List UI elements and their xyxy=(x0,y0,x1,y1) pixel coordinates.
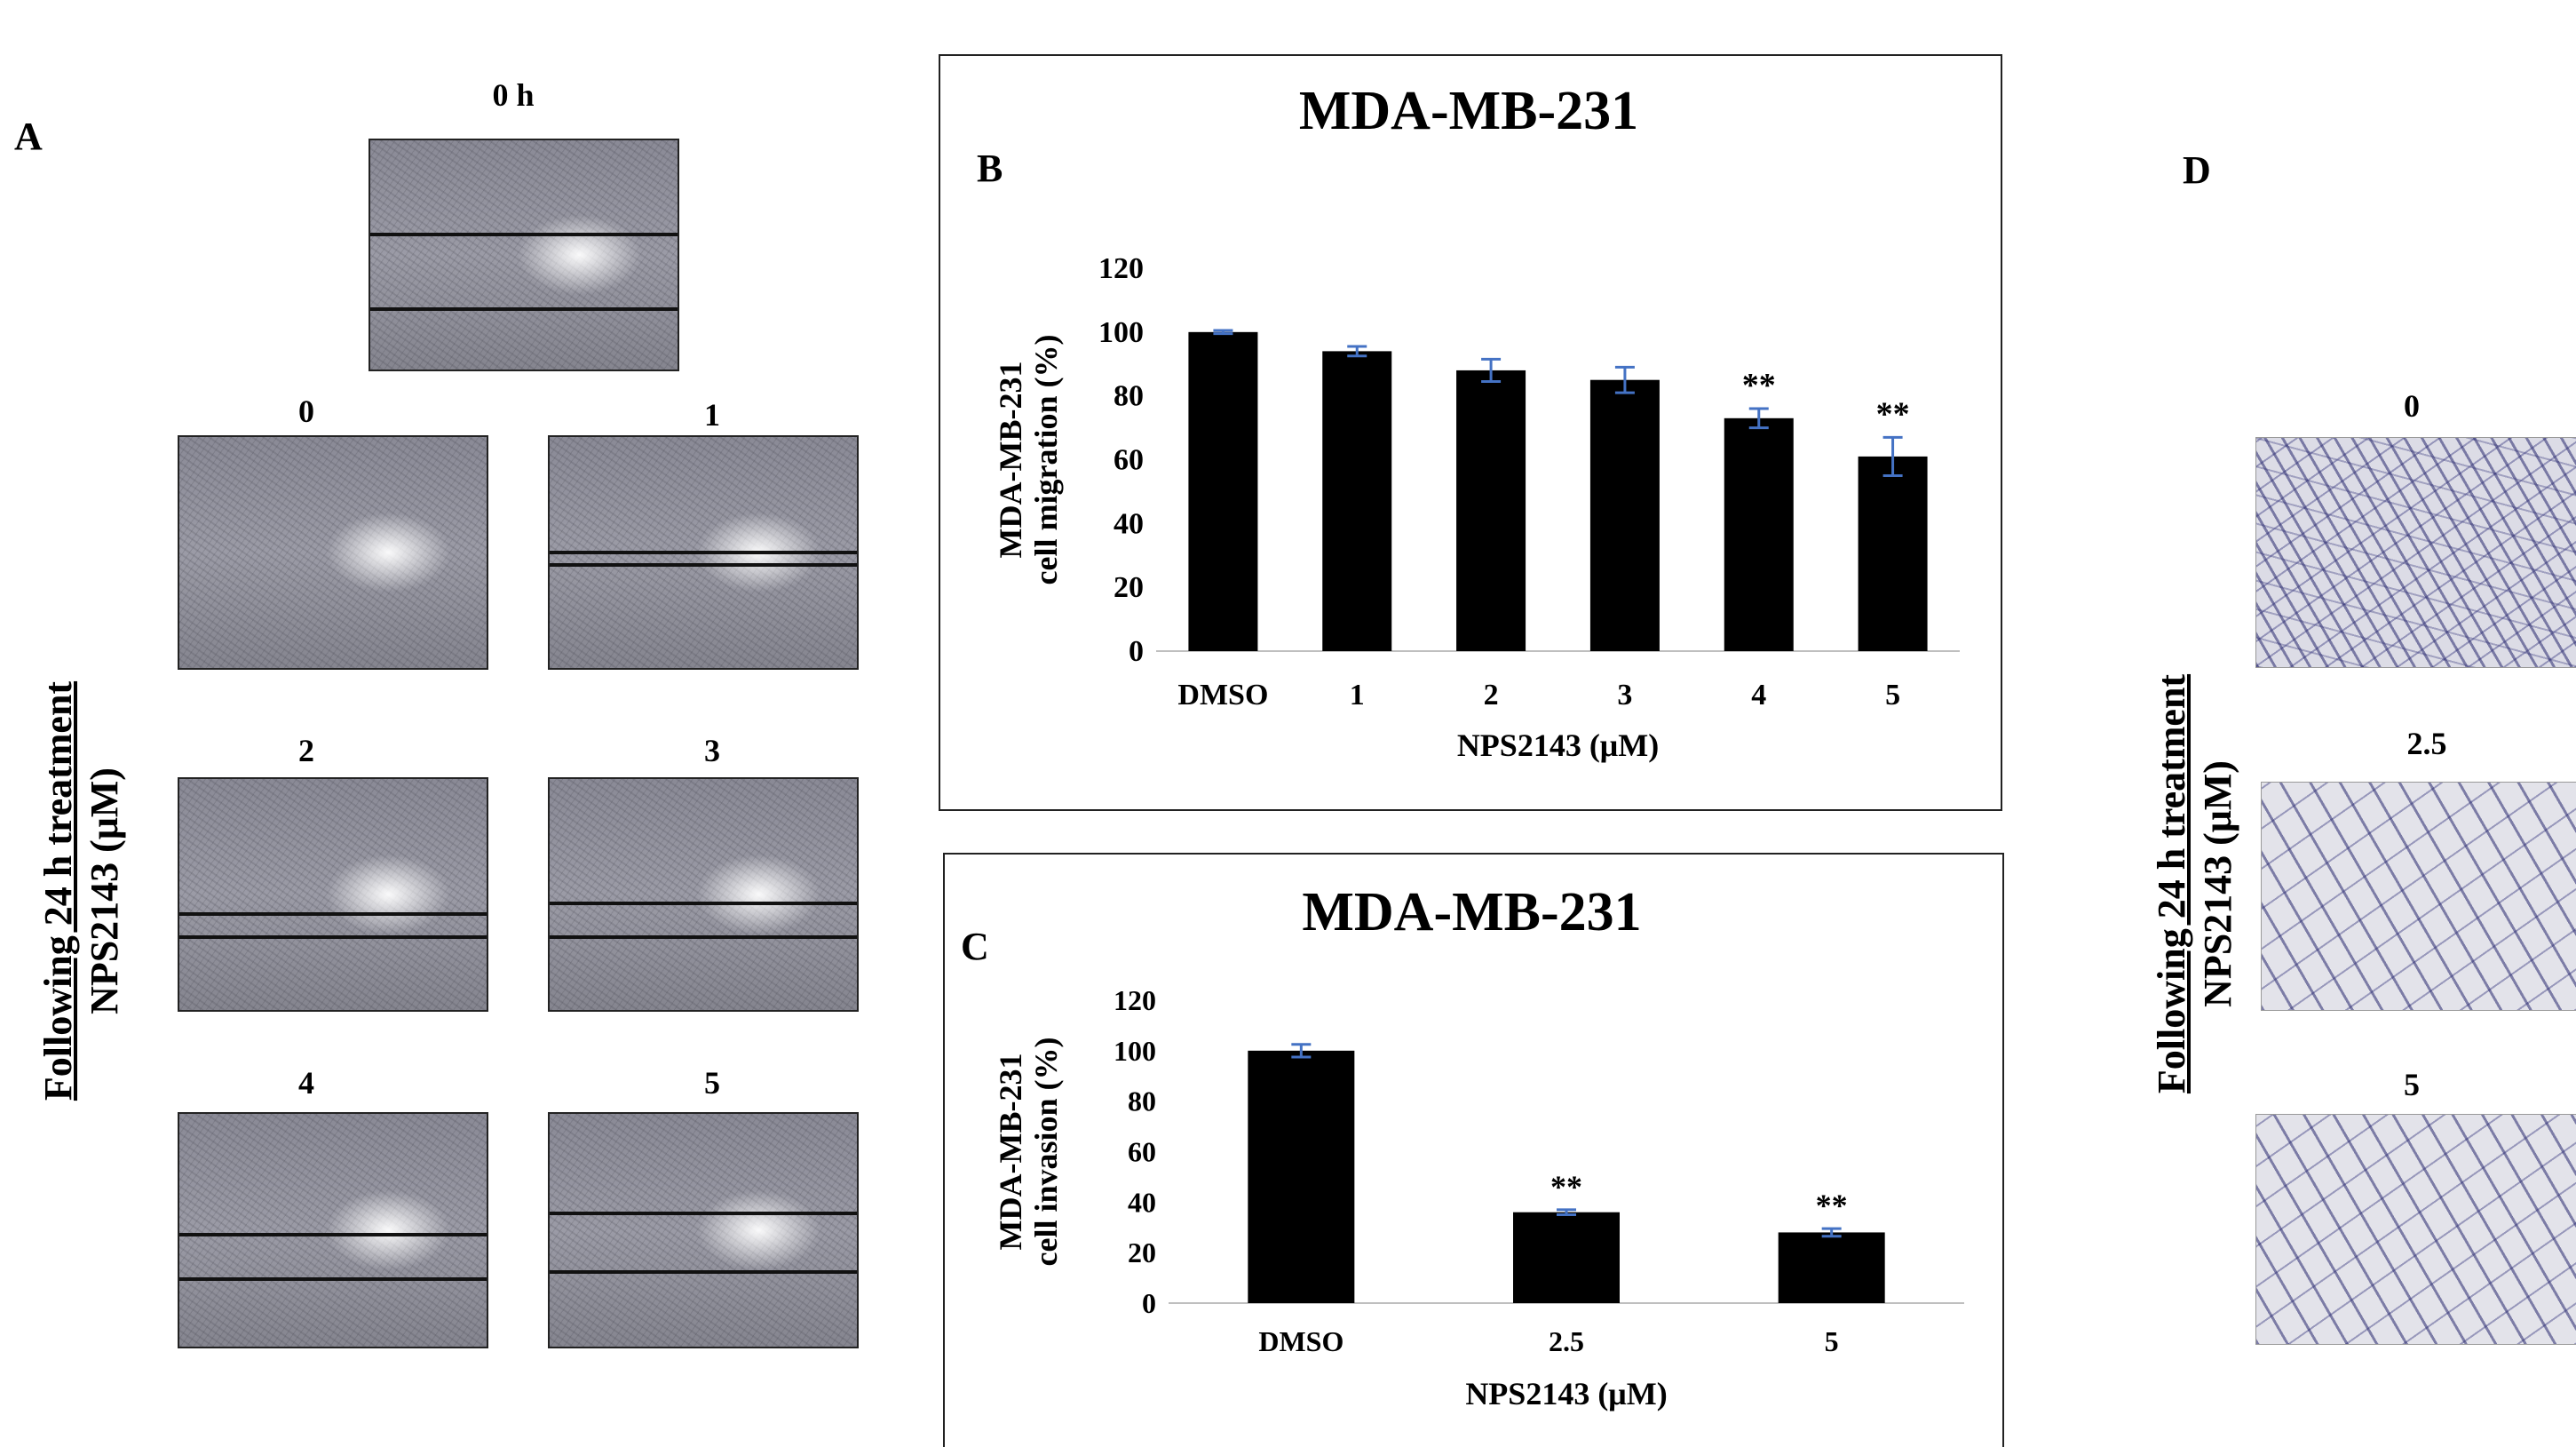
invasion-stain-image-5 xyxy=(2255,1114,2576,1345)
migration-error-bar-5 xyxy=(1882,435,1903,477)
invasion-category-label-0: DMSO xyxy=(1258,1325,1343,1357)
panel-d-side-label-line1: Following 24 h treatment xyxy=(2150,673,2193,1094)
migration-error-bar-0 xyxy=(1213,329,1233,336)
invasion-bar-0 xyxy=(1248,1050,1355,1303)
migration-bar-1 xyxy=(1322,351,1392,651)
concentration-label-2: 2 xyxy=(298,733,314,768)
panel-d-side-label-line2: NPS2143 (μM) xyxy=(2196,760,2239,1007)
migration-y-tick-label: 80 xyxy=(1114,380,1144,413)
migration-y-tick-label: 120 xyxy=(1098,252,1144,285)
migration-y-axis-label-line2: cell migration (%) xyxy=(1028,335,1064,585)
panel-c-label: C xyxy=(961,925,989,968)
concentration-label-1: 1 xyxy=(704,397,720,433)
scratch-image-3 xyxy=(548,777,859,1012)
concentration-label-5: 5 xyxy=(704,1065,720,1101)
migration-y-tick-label: 40 xyxy=(1114,507,1144,540)
panel-a-side-label-line1: Following 24 h treatment xyxy=(36,680,80,1101)
invasion-significance-2: ** xyxy=(1816,1188,1848,1223)
invasion-y-tick-label: 60 xyxy=(1128,1136,1156,1168)
migration-chart-frame xyxy=(939,54,2002,811)
migration-category-label-3: 3 xyxy=(1617,679,1632,712)
scratch-image-0h xyxy=(369,139,679,371)
invasion-error-bar-0 xyxy=(1291,1043,1312,1059)
migration-significance-5: ** xyxy=(1876,395,1910,433)
invasion-category-label-1: 2.5 xyxy=(1549,1325,1584,1357)
panel-b-label: B xyxy=(977,147,1003,190)
scratch-image-0 xyxy=(178,435,488,670)
scratch-image-5 xyxy=(548,1112,859,1348)
migration-category-label-2: 2 xyxy=(1484,679,1499,712)
concentration-label-4: 4 xyxy=(298,1065,314,1101)
invasion-concentration-label-0: 0 xyxy=(2404,388,2420,424)
invasion-x-axis-label: NPS2143 (μM) xyxy=(1465,1376,1667,1411)
migration-y-tick-label: 100 xyxy=(1098,316,1144,349)
migration-category-label-5: 5 xyxy=(1885,679,1900,712)
invasion-y-axis-label: MDA-MB-231 cell invasion (%) xyxy=(993,1038,1064,1267)
migration-y-tick-label: 20 xyxy=(1114,571,1144,604)
migration-category-label-1: 1 xyxy=(1350,679,1365,712)
migration-bar-3 xyxy=(1589,379,1660,651)
concentration-label-0: 0 xyxy=(298,394,314,429)
migration-chart: 0 20 40 60 80 100 120 DMSO 1 2 3 ** 4 ** 5 NPS2143 (μM)… xyxy=(993,252,1960,763)
migration-y-axis-label-line1: MDA-MB-231 xyxy=(993,362,1028,559)
invasion-bar-1 xyxy=(1513,1212,1620,1303)
migration-category-label-4: 4 xyxy=(1751,679,1766,712)
panel-a-label: A xyxy=(14,115,43,158)
invasion-y-tick-label: 120 xyxy=(1114,984,1156,1016)
migration-y-tick-label: 60 xyxy=(1114,444,1144,477)
scratch-image-2 xyxy=(178,777,488,1012)
invasion-chart: 0 20 40 60 80 100 120 DMSO ** 2.5 ** 5 NPS2143 (μM) M… xyxy=(993,984,1964,1411)
invasion-stain-image-2-5 xyxy=(2261,782,2576,1011)
migration-bar-2 xyxy=(1456,370,1526,651)
migration-bar-5 xyxy=(1858,456,1928,651)
migration-chart-title: MDA-MB-231 xyxy=(1298,81,1639,141)
invasion-y-tick-label: 20 xyxy=(1128,1236,1156,1268)
migration-error-bar-2 xyxy=(1481,357,1502,384)
invasion-y-tick-label: 80 xyxy=(1128,1085,1156,1117)
invasion-y-axis-label-line2: cell invasion (%) xyxy=(1028,1038,1064,1267)
invasion-y-tick-label: 0 xyxy=(1142,1287,1156,1319)
panel-a-side-label-line2: NPS2143 (μM) xyxy=(83,767,126,1014)
panel-d-side-label: Following 24 h treatment NPS2143 (μM) xyxy=(2149,413,2247,1355)
migration-category-label-0: DMSO xyxy=(1177,679,1268,712)
migration-significance-4: ** xyxy=(1742,367,1776,404)
migration-error-bar-1 xyxy=(1347,345,1367,358)
panel-d-label: D xyxy=(2183,148,2211,192)
invasion-concentration-label-5: 5 xyxy=(2404,1067,2420,1102)
invasion-chart-title: MDA-MB-231 xyxy=(1302,882,1642,942)
migration-bar-0 xyxy=(1188,331,1258,651)
migration-bar-4 xyxy=(1724,417,1794,651)
scratch-image-4 xyxy=(178,1112,488,1348)
invasion-significance-1: ** xyxy=(1550,1169,1582,1205)
panel-a-side-label: Following 24 h treatment NPS2143 (μM) xyxy=(36,420,133,1362)
migration-y-axis-label: MDA-MB-231 cell migration (%) xyxy=(993,335,1064,585)
migration-error-bar-3 xyxy=(1614,365,1635,394)
invasion-y-axis-label-line1: MDA-MB-231 xyxy=(993,1053,1028,1251)
invasion-category-label-2: 5 xyxy=(1825,1325,1839,1357)
invasion-bar-2 xyxy=(1778,1232,1885,1303)
panel-a-time-label: 0 h xyxy=(492,77,535,113)
migration-y-tick-label: 0 xyxy=(1129,635,1144,668)
invasion-y-tick-label: 40 xyxy=(1128,1186,1156,1218)
invasion-stain-image-0 xyxy=(2255,437,2576,668)
invasion-y-tick-label: 100 xyxy=(1114,1035,1156,1067)
migration-x-axis-label: NPS2143 (μM) xyxy=(1457,727,1659,763)
invasion-chart-frame xyxy=(943,853,2004,1447)
invasion-error-bar-1 xyxy=(1557,1208,1576,1217)
invasion-error-bar-2 xyxy=(1821,1227,1842,1238)
invasion-concentration-label-2-5: 2.5 xyxy=(2406,726,2447,761)
scratch-image-1 xyxy=(548,435,859,670)
concentration-label-3: 3 xyxy=(704,733,720,768)
migration-error-bar-4 xyxy=(1748,407,1769,430)
